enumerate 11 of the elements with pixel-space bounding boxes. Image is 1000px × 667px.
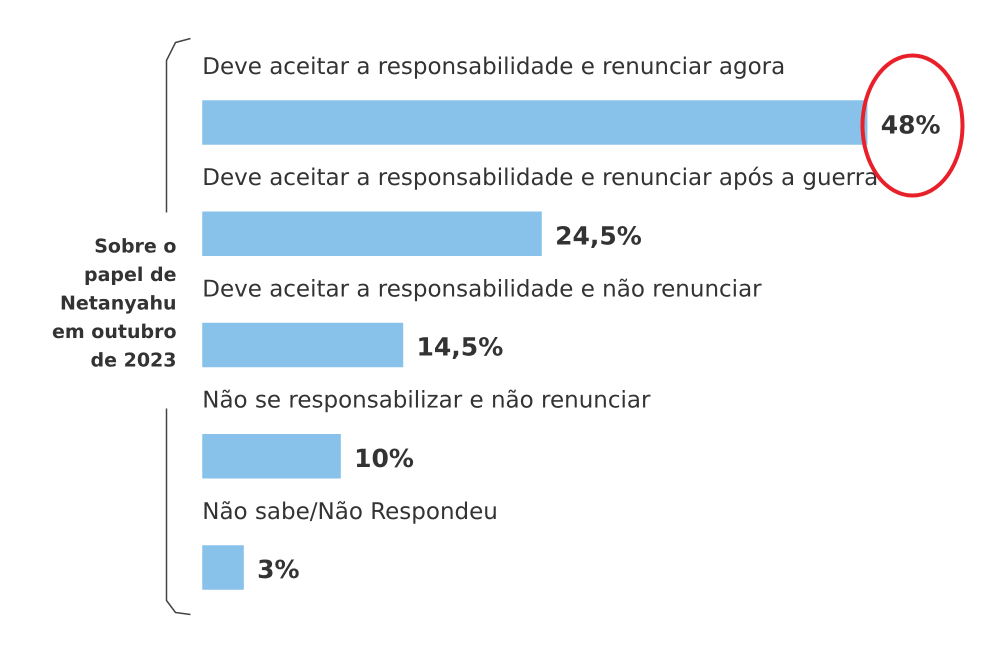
y-tick-label: Deve aceitar a responsabilidade e renunciar após a guerra	[202, 165, 878, 192]
y-tick-label: Deve aceitar a responsabilidade e renunciar agora	[202, 54, 786, 80]
data-label: 24,5%	[555, 221, 642, 250]
y-tick-label: Não se responsabilizar e não renunciar	[202, 388, 651, 414]
y-tick-label: Não sabe/Não Respondeu	[202, 498, 498, 525]
data-label: 14,5%	[416, 332, 504, 362]
data-label: 48%	[880, 110, 941, 140]
y-axis-title: Sobre o papel de Netanyahu em outubro de 2023	[52, 235, 177, 372]
data-label: 3%	[257, 555, 300, 584]
data-label: 10%	[354, 444, 414, 473]
y-tick-label: Deve aceitar a responsabilidade e não renunciar	[202, 276, 762, 302]
